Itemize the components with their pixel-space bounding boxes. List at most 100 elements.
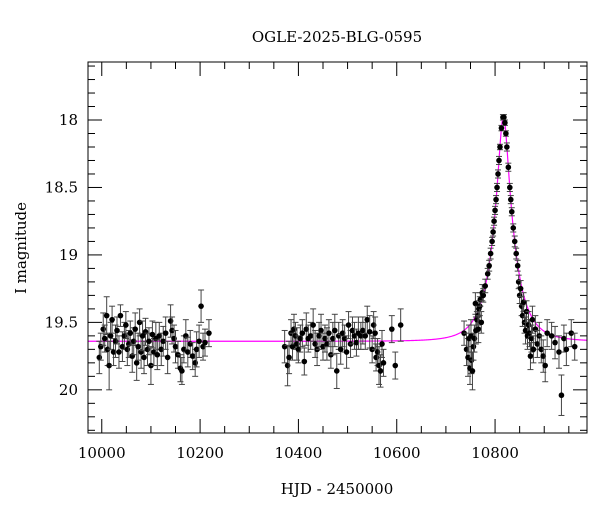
data-point	[362, 321, 369, 350]
point-marker	[107, 333, 114, 339]
point-marker	[320, 343, 326, 350]
data-point	[109, 305, 116, 334]
point-marker	[493, 196, 499, 203]
y-tick-label: 19	[59, 246, 78, 264]
data-point	[510, 223, 517, 233]
point-marker	[469, 368, 476, 374]
point-marker	[379, 341, 385, 347]
point-marker	[162, 330, 169, 336]
point-marker	[528, 335, 535, 342]
point-marker	[489, 238, 495, 245]
point-marker	[542, 362, 549, 369]
point-marker	[520, 299, 527, 305]
point-marker	[330, 335, 336, 342]
data-point	[478, 311, 485, 334]
data-point	[172, 329, 179, 364]
point-marker	[127, 330, 134, 336]
point-marker	[494, 184, 500, 191]
point-marker	[497, 144, 503, 150]
point-marker	[299, 330, 306, 336]
data-point	[135, 332, 142, 361]
point-marker	[552, 339, 558, 346]
data-point	[492, 205, 499, 215]
point-marker	[501, 114, 507, 121]
data-point	[502, 130, 509, 137]
data-point	[162, 316, 169, 350]
data-points-group	[96, 114, 578, 416]
point-marker	[556, 349, 562, 355]
data-point	[388, 315, 395, 344]
x-tick-label: 10800	[471, 444, 519, 462]
data-point	[289, 332, 296, 361]
data-point	[366, 315, 373, 349]
point-marker	[286, 354, 292, 361]
data-point	[491, 216, 498, 226]
point-marker	[116, 349, 122, 355]
point-marker	[158, 346, 165, 353]
point-marker	[510, 225, 517, 231]
point-marker	[397, 322, 404, 328]
point-marker	[472, 300, 479, 307]
data-point	[493, 195, 500, 205]
point-marker	[110, 349, 117, 355]
data-point	[498, 124, 505, 132]
point-marker	[303, 326, 310, 332]
data-point	[205, 319, 212, 348]
point-marker	[307, 333, 314, 339]
point-marker	[498, 125, 505, 131]
data-point	[189, 342, 196, 371]
point-marker	[482, 283, 489, 289]
point-marker	[281, 343, 288, 350]
point-marker	[362, 333, 369, 339]
data-point	[293, 327, 300, 361]
point-marker	[522, 327, 529, 334]
point-marker	[538, 346, 545, 353]
point-marker	[380, 360, 387, 366]
data-point	[345, 311, 352, 340]
point-marker	[149, 331, 156, 338]
data-point	[484, 267, 491, 280]
data-point	[529, 305, 536, 334]
point-marker	[480, 292, 487, 299]
point-marker	[198, 303, 204, 309]
point-marker	[544, 330, 550, 336]
point-marker	[484, 271, 491, 277]
data-point	[528, 324, 535, 353]
point-marker	[486, 262, 492, 269]
point-marker	[326, 330, 332, 336]
point-marker	[185, 349, 191, 355]
point-marker	[507, 196, 514, 203]
point-marker	[492, 207, 498, 214]
point-marker	[571, 343, 578, 350]
point-marker	[316, 333, 322, 339]
point-marker	[133, 360, 140, 366]
data-point	[495, 155, 502, 166]
data-point	[115, 335, 122, 369]
point-marker	[495, 171, 501, 177]
point-marker	[517, 285, 524, 292]
plot-frame	[87, 61, 588, 434]
point-marker	[345, 322, 352, 328]
point-marker	[339, 330, 346, 336]
point-marker	[109, 316, 115, 323]
data-point	[331, 313, 338, 348]
data-point	[299, 319, 306, 348]
y-tick-label: 19.5	[45, 313, 78, 331]
data-point	[514, 259, 521, 272]
point-marker	[193, 346, 200, 353]
point-marker	[513, 250, 520, 257]
point-marker	[337, 346, 344, 353]
data-point	[503, 142, 510, 152]
point-marker	[139, 333, 146, 339]
data-point	[508, 207, 515, 217]
point-marker	[491, 218, 497, 224]
data-point	[198, 289, 205, 323]
point-marker	[527, 353, 534, 359]
data-point	[196, 324, 203, 358]
point-marker	[490, 229, 496, 235]
point-marker	[514, 262, 521, 269]
point-marker	[561, 335, 567, 342]
point-marker	[358, 333, 364, 339]
y-tick-label: 18	[59, 111, 78, 129]
